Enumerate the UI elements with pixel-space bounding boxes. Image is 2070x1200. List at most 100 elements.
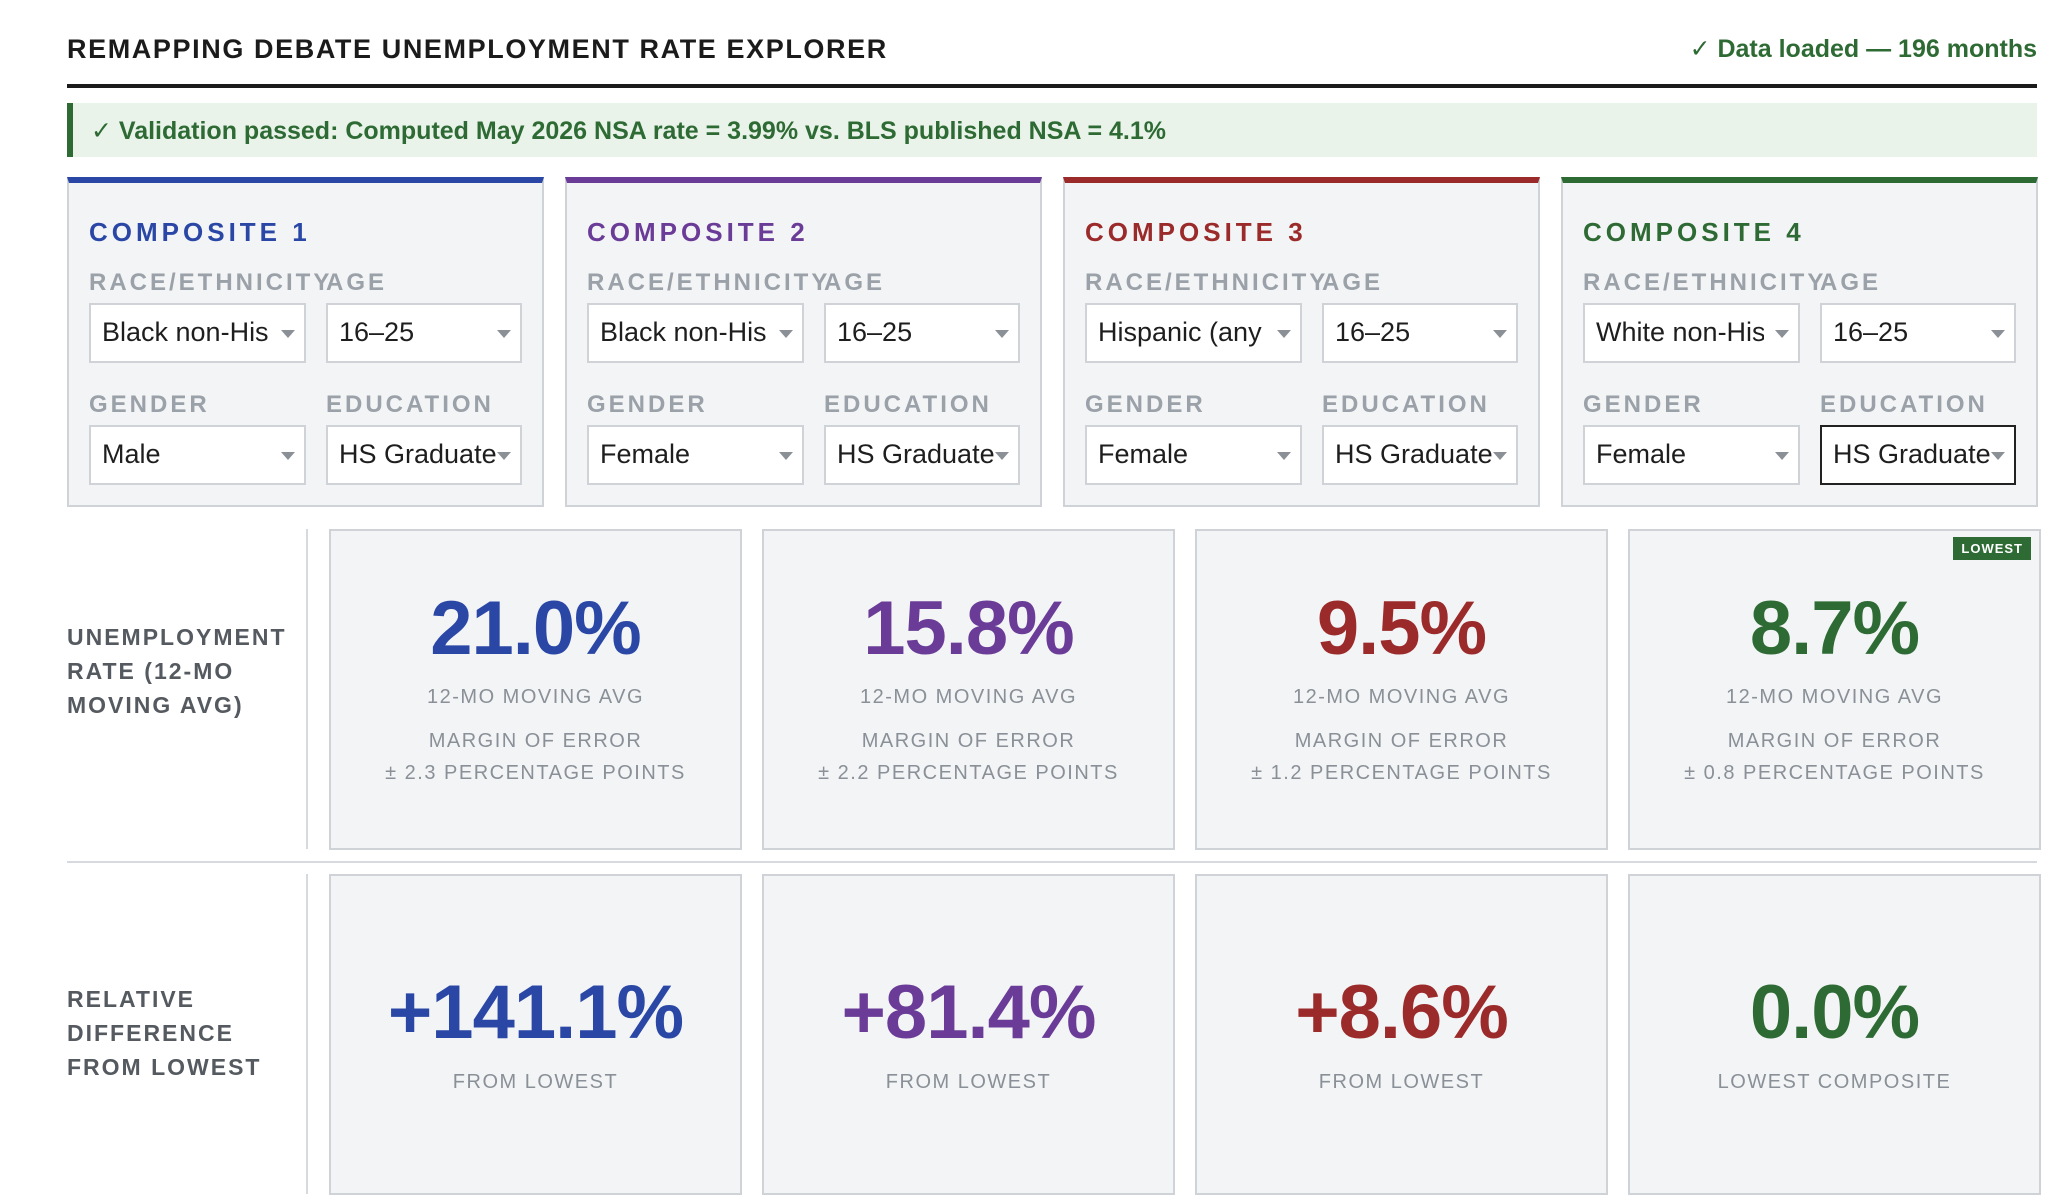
rate-value: 8.7% bbox=[1749, 586, 1920, 671]
chevron-down-icon bbox=[1277, 330, 1291, 338]
rel-value: +8.6% bbox=[1295, 970, 1509, 1055]
chevron-down-icon bbox=[497, 452, 511, 460]
chevron-down-icon bbox=[779, 452, 793, 460]
race-value: White non-Hisp bbox=[1596, 317, 1764, 347]
rel-value: +141.1% bbox=[387, 970, 684, 1055]
validation-text: ✓ Validation passed: Computed May 2026 N… bbox=[91, 117, 1166, 145]
age-value: 16–25 bbox=[1833, 317, 1909, 347]
composite-card-1: COMPOSITE 1 RACE/ETHNICITY AGE Black non… bbox=[67, 177, 544, 507]
rate-card-1: 21.0% 12-MO MOVING AVG MARGIN OF ERROR ±… bbox=[329, 529, 742, 850]
rel-card-4: 0.0% LOWEST COMPOSITE bbox=[1628, 874, 2041, 1195]
rate-caption: 12-MO MOVING AVG bbox=[1726, 686, 1943, 708]
education-value: HS Graduate bbox=[339, 439, 497, 469]
lowest-badge: LOWEST bbox=[1953, 537, 2031, 560]
gender-value: Female bbox=[1596, 439, 1687, 469]
rel-caption: FROM LOWEST bbox=[885, 1071, 1052, 1093]
age-select[interactable]: 16–25 bbox=[824, 303, 1020, 363]
race-select[interactable]: Black non-Hisp bbox=[587, 303, 804, 363]
age-value: 16–25 bbox=[837, 317, 913, 347]
education-select[interactable]: HS Graduate bbox=[1820, 425, 2016, 485]
gender-label: GENDER bbox=[587, 391, 708, 418]
rate-caption: 12-MO MOVING AVG bbox=[1293, 686, 1510, 708]
chevron-down-icon bbox=[497, 330, 511, 338]
app-title: REMAPPING DEBATE UNEMPLOYMENT RATE EXPLO… bbox=[67, 34, 888, 64]
composite-card-2: COMPOSITE 2 RACE/ETHNICITY AGE Black non… bbox=[565, 177, 1042, 507]
age-value: 16–25 bbox=[339, 317, 415, 347]
education-value: HS Graduate bbox=[837, 439, 995, 469]
race-select[interactable]: Hispanic (any r bbox=[1085, 303, 1302, 363]
gender-select[interactable]: Female bbox=[1583, 425, 1800, 485]
gender-label: GENDER bbox=[1583, 391, 1704, 418]
education-label: EDUCATION bbox=[1322, 391, 1490, 418]
row-divider bbox=[67, 861, 2037, 863]
chevron-down-icon bbox=[281, 452, 295, 460]
race-label: RACE/ETHNICITY bbox=[1085, 269, 1329, 296]
education-select[interactable]: HS Graduate bbox=[1322, 425, 1518, 485]
gender-select[interactable]: Female bbox=[587, 425, 804, 485]
chevron-down-icon bbox=[1991, 330, 2005, 338]
divider bbox=[306, 874, 308, 1194]
rel-value: 0.0% bbox=[1749, 970, 1920, 1055]
rel-caption: LOWEST COMPOSITE bbox=[1717, 1071, 1952, 1093]
gender-select[interactable]: Female bbox=[1085, 425, 1302, 485]
app-header: REMAPPING DEBATE UNEMPLOYMENT RATE EXPLO… bbox=[67, 34, 2037, 88]
moe-label: MARGIN OF ERROR bbox=[1294, 730, 1509, 752]
rel-card-3: +8.6% FROM LOWEST bbox=[1195, 874, 1608, 1195]
composite-title: COMPOSITE 4 bbox=[1583, 217, 1805, 247]
rel-card-2: +81.4% FROM LOWEST bbox=[762, 874, 1175, 1195]
rel-row-label: RELATIVE DIFFERENCE FROM LOWEST bbox=[67, 986, 262, 1080]
chevron-down-icon bbox=[995, 330, 1009, 338]
education-label: EDUCATION bbox=[1820, 391, 1988, 418]
race-value: Black non-Hisp bbox=[102, 317, 270, 347]
rate-value: 21.0% bbox=[430, 586, 642, 671]
gender-select[interactable]: Male bbox=[89, 425, 306, 485]
chevron-down-icon bbox=[995, 452, 1009, 460]
age-select[interactable]: 16–25 bbox=[1322, 303, 1518, 363]
race-select[interactable]: Black non-Hisp bbox=[89, 303, 306, 363]
age-label: AGE bbox=[1322, 269, 1384, 296]
age-label: AGE bbox=[824, 269, 886, 296]
moe-value: ± 2.2 PERCENTAGE POINTS bbox=[818, 762, 1119, 784]
gender-label: GENDER bbox=[1085, 391, 1206, 418]
divider bbox=[306, 529, 308, 849]
rate-caption: 12-MO MOVING AVG bbox=[427, 686, 644, 708]
chevron-down-icon bbox=[1991, 452, 2005, 460]
rel-caption: FROM LOWEST bbox=[452, 1071, 619, 1093]
chevron-down-icon bbox=[1493, 330, 1507, 338]
chevron-down-icon bbox=[1775, 452, 1789, 460]
education-value: HS Graduate bbox=[1833, 439, 1991, 469]
race-select[interactable]: White non-Hisp bbox=[1583, 303, 1800, 363]
chevron-down-icon bbox=[1493, 452, 1507, 460]
gender-value: Female bbox=[1098, 439, 1189, 469]
rel-caption: FROM LOWEST bbox=[1318, 1071, 1485, 1093]
chevron-down-icon bbox=[779, 330, 793, 338]
chevron-down-icon bbox=[281, 330, 295, 338]
education-label: EDUCATION bbox=[824, 391, 992, 418]
moe-value: ± 1.2 PERCENTAGE POINTS bbox=[1251, 762, 1552, 784]
age-label: AGE bbox=[326, 269, 388, 296]
race-value: Black non-Hisp bbox=[600, 317, 768, 347]
rate-caption: 12-MO MOVING AVG bbox=[860, 686, 1077, 708]
rate-value: 9.5% bbox=[1316, 586, 1487, 671]
moe-label: MARGIN OF ERROR bbox=[861, 730, 1076, 752]
composite-card-3: COMPOSITE 3 RACE/ETHNICITY AGE Hispanic … bbox=[1063, 177, 1540, 507]
race-label: RACE/ETHNICITY bbox=[587, 269, 831, 296]
rate-card-4: LOWEST 8.7% 12-MO MOVING AVG MARGIN OF E… bbox=[1628, 529, 2041, 850]
age-select[interactable]: 16–25 bbox=[326, 303, 522, 363]
gender-label: GENDER bbox=[89, 391, 210, 418]
composite-card-4: COMPOSITE 4 RACE/ETHNICITY AGE White non… bbox=[1561, 177, 2038, 507]
age-select[interactable]: 16–25 bbox=[1820, 303, 2016, 363]
moe-value: ± 2.3 PERCENTAGE POINTS bbox=[385, 762, 686, 784]
composite-title: COMPOSITE 1 bbox=[89, 217, 311, 247]
composite-title: COMPOSITE 3 bbox=[1085, 217, 1307, 247]
data-status: ✓ Data loaded — 196 months bbox=[1689, 35, 2037, 63]
education-select[interactable]: HS Graduate bbox=[326, 425, 522, 485]
rate-value: 15.8% bbox=[863, 586, 1075, 671]
race-label: RACE/ETHNICITY bbox=[89, 269, 333, 296]
rate-card-3: 9.5% 12-MO MOVING AVG MARGIN OF ERROR ± … bbox=[1195, 529, 1608, 850]
education-select[interactable]: HS Graduate bbox=[824, 425, 1020, 485]
gender-value: Male bbox=[102, 439, 161, 469]
moe-value: ± 0.8 PERCENTAGE POINTS bbox=[1684, 762, 1985, 784]
rel-value: +81.4% bbox=[841, 970, 1097, 1055]
rel-card-1: +141.1% FROM LOWEST bbox=[329, 874, 742, 1195]
